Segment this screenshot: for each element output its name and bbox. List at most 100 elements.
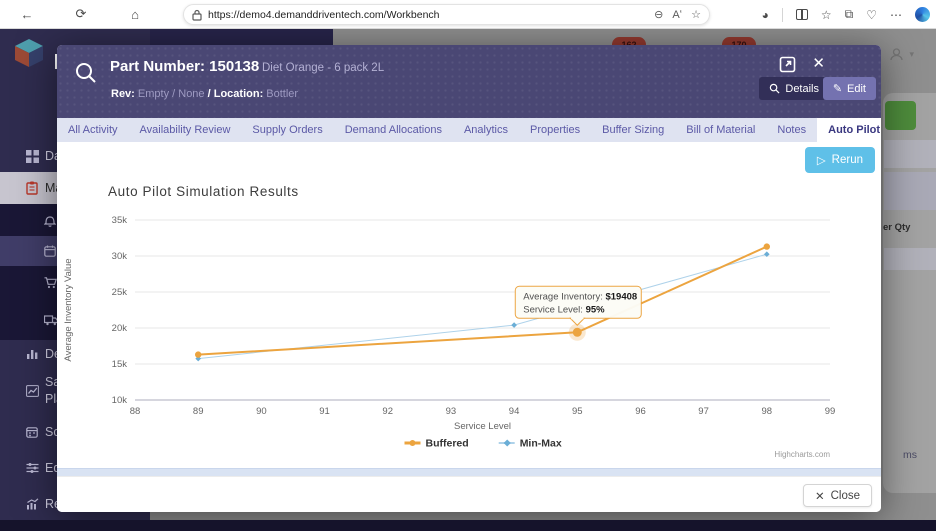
modal-tabs: All Activity Availability Review Supply Or… (57, 118, 881, 142)
modal-body: ▷ Rerun Auto Pilot Simulation Results 10… (57, 142, 881, 468)
edit-button[interactable]: ✎ Edit (822, 77, 876, 100)
refresh-icon[interactable]: ⟳ (75, 6, 87, 21)
svg-text:Service Level: Service Level (454, 421, 511, 432)
favorite-star-icon[interactable]: ☆ (691, 9, 701, 21)
sidebar-item-label: Sc (45, 424, 60, 439)
svg-text:Service Level: 95%: Service Level: 95% (523, 304, 605, 315)
svg-text:88: 88 (130, 406, 141, 417)
svg-text:94: 94 (509, 406, 520, 417)
legend-item-min-max[interactable]: Min-Max (498, 438, 562, 450)
svg-text:97: 97 (698, 406, 709, 417)
svg-text:98: 98 (762, 406, 773, 417)
trend-icon (26, 498, 40, 510)
svg-text:89: 89 (193, 406, 204, 417)
back-icon[interactable]: ← (20, 6, 34, 22)
app-logo-icon (15, 39, 43, 67)
sidebar-item-sliders[interactable]: Ed (0, 450, 150, 486)
svg-text:90: 90 (256, 406, 267, 417)
sidebar-item-label: Re (45, 496, 61, 511)
browser-health-icon[interactable]: ♡ (866, 7, 877, 22)
background-row (884, 248, 936, 270)
address-bar[interactable]: https://demo4.demanddriventech.com/Workb… (183, 4, 710, 25)
svg-text:Average Inventory: $19408: Average Inventory: $19408 (523, 291, 637, 302)
url-text[interactable]: https://demo4.demanddriventech.com/Workb… (208, 8, 440, 21)
truck-icon (44, 314, 58, 326)
user-icon (890, 48, 904, 61)
svg-text:91: 91 (319, 406, 330, 417)
svg-text:10k: 10k (112, 395, 128, 406)
sidebar-item-schedule[interactable]: Sc (0, 414, 150, 450)
collections-icon[interactable]: ⧉ (844, 7, 854, 21)
home-icon[interactable]: ⌂ (131, 6, 139, 22)
close-button[interactable]: ✕ Close (802, 484, 872, 507)
svg-text:Buffered: Buffered (426, 438, 469, 450)
sidebar-item-bar-chart[interactable]: De (0, 340, 150, 368)
expand-icon[interactable] (779, 56, 796, 73)
tab-demand-allocations[interactable]: Demand Allocations (344, 124, 442, 136)
part-description: Diet Orange - 6 pack 2L (262, 62, 385, 74)
svg-text:35k: 35k (112, 215, 128, 226)
tab-properties[interactable]: Properties (529, 124, 581, 136)
copilot-icon[interactable] (915, 7, 930, 22)
location-value: Bottler (266, 88, 299, 100)
tab-all-activity[interactable]: All Activity (68, 124, 118, 136)
clipboard-icon (26, 181, 40, 195)
user-menu: ▾ (889, 47, 914, 62)
play-icon: ▷ (816, 155, 826, 167)
details-button[interactable]: Details (759, 77, 829, 100)
background-row (884, 172, 936, 210)
part-detail-modal: Part Number: 150138 Diet Orange - 6 pack… (57, 45, 881, 512)
bell-icon (44, 214, 58, 227)
search-icon (76, 63, 96, 83)
part-number-title: Part Number: 150138 (110, 58, 260, 75)
split-screen-icon[interactable] (795, 9, 808, 20)
search-icon (770, 83, 780, 94)
close-icon[interactable]: ✕ (812, 55, 825, 72)
sliders-icon (26, 462, 40, 474)
sidebar-item-trend[interactable]: Re (0, 486, 150, 522)
background-row (884, 140, 936, 168)
svg-text:99: 99 (825, 406, 836, 417)
tab-analytics[interactable]: Analytics (463, 124, 508, 136)
line-chart-icon (26, 385, 40, 397)
background-items-text: ms (903, 449, 917, 461)
browser-essentials-icon[interactable]: ◕ (761, 7, 769, 22)
favorites-bar-icon[interactable]: ☆ (820, 7, 832, 22)
taskbar (0, 520, 936, 531)
modal-header: Part Number: 150138 Diet Orange - 6 pack… (57, 45, 881, 118)
chart-title: Auto Pilot Simulation Results (108, 184, 299, 199)
schedule-icon (26, 426, 40, 438)
tab-notes[interactable]: Notes (777, 124, 807, 136)
grid-icon (26, 149, 40, 163)
legend-item-buffered[interactable]: Buffered (404, 438, 469, 450)
background-green-button (885, 101, 916, 130)
horizontal-scrollbar[interactable] (57, 468, 881, 476)
tab-buffer-sizing[interactable]: Buffer Sizing (602, 124, 665, 136)
location-label: Location: (213, 88, 264, 100)
background-column-header: er Qty (883, 222, 911, 233)
highcharts-credits[interactable]: Highcharts.com (774, 450, 830, 459)
zoom-out-icon[interactable]: ⊖ (654, 9, 664, 21)
tab-auto-pilot[interactable]: Auto Pilot (817, 118, 881, 142)
svg-text:92: 92 (382, 406, 393, 417)
read-aloud-icon[interactable]: Aʻ (672, 8, 683, 21)
autopilot-chart: 10k 15k 20k 25k 30k 35k 88 89 90 91 92 93 94 95 96 97 98… (63, 215, 836, 459)
sidebar-item-label: Ed (45, 460, 61, 475)
rev-location-line: Rev: Empty / None / Location: Bottler (111, 88, 299, 100)
svg-text:Average Inventory Value: Average Inventory Value (63, 258, 74, 361)
modal-footer: ✕ Close (57, 476, 881, 512)
svg-text:25k: 25k (112, 287, 128, 298)
tab-availability-review[interactable]: Availability Review (139, 124, 231, 136)
sidebar-item-grid[interactable]: Da (0, 140, 150, 172)
tab-bill-of-material[interactable]: Bill of Material (686, 124, 756, 136)
more-icon[interactable]: ⋯ (890, 7, 902, 22)
svg-text:95: 95 (572, 406, 583, 417)
svg-text:96: 96 (635, 406, 646, 417)
rerun-button[interactable]: ▷ Rerun (804, 147, 875, 173)
svg-text:93: 93 (446, 406, 457, 417)
rev-label: Rev: (111, 88, 135, 100)
chevron-down-icon: ▾ (909, 49, 914, 59)
svg-text:20k: 20k (112, 323, 128, 334)
app-wordmark (55, 54, 58, 69)
tab-supply-orders[interactable]: Supply Orders (252, 124, 323, 136)
